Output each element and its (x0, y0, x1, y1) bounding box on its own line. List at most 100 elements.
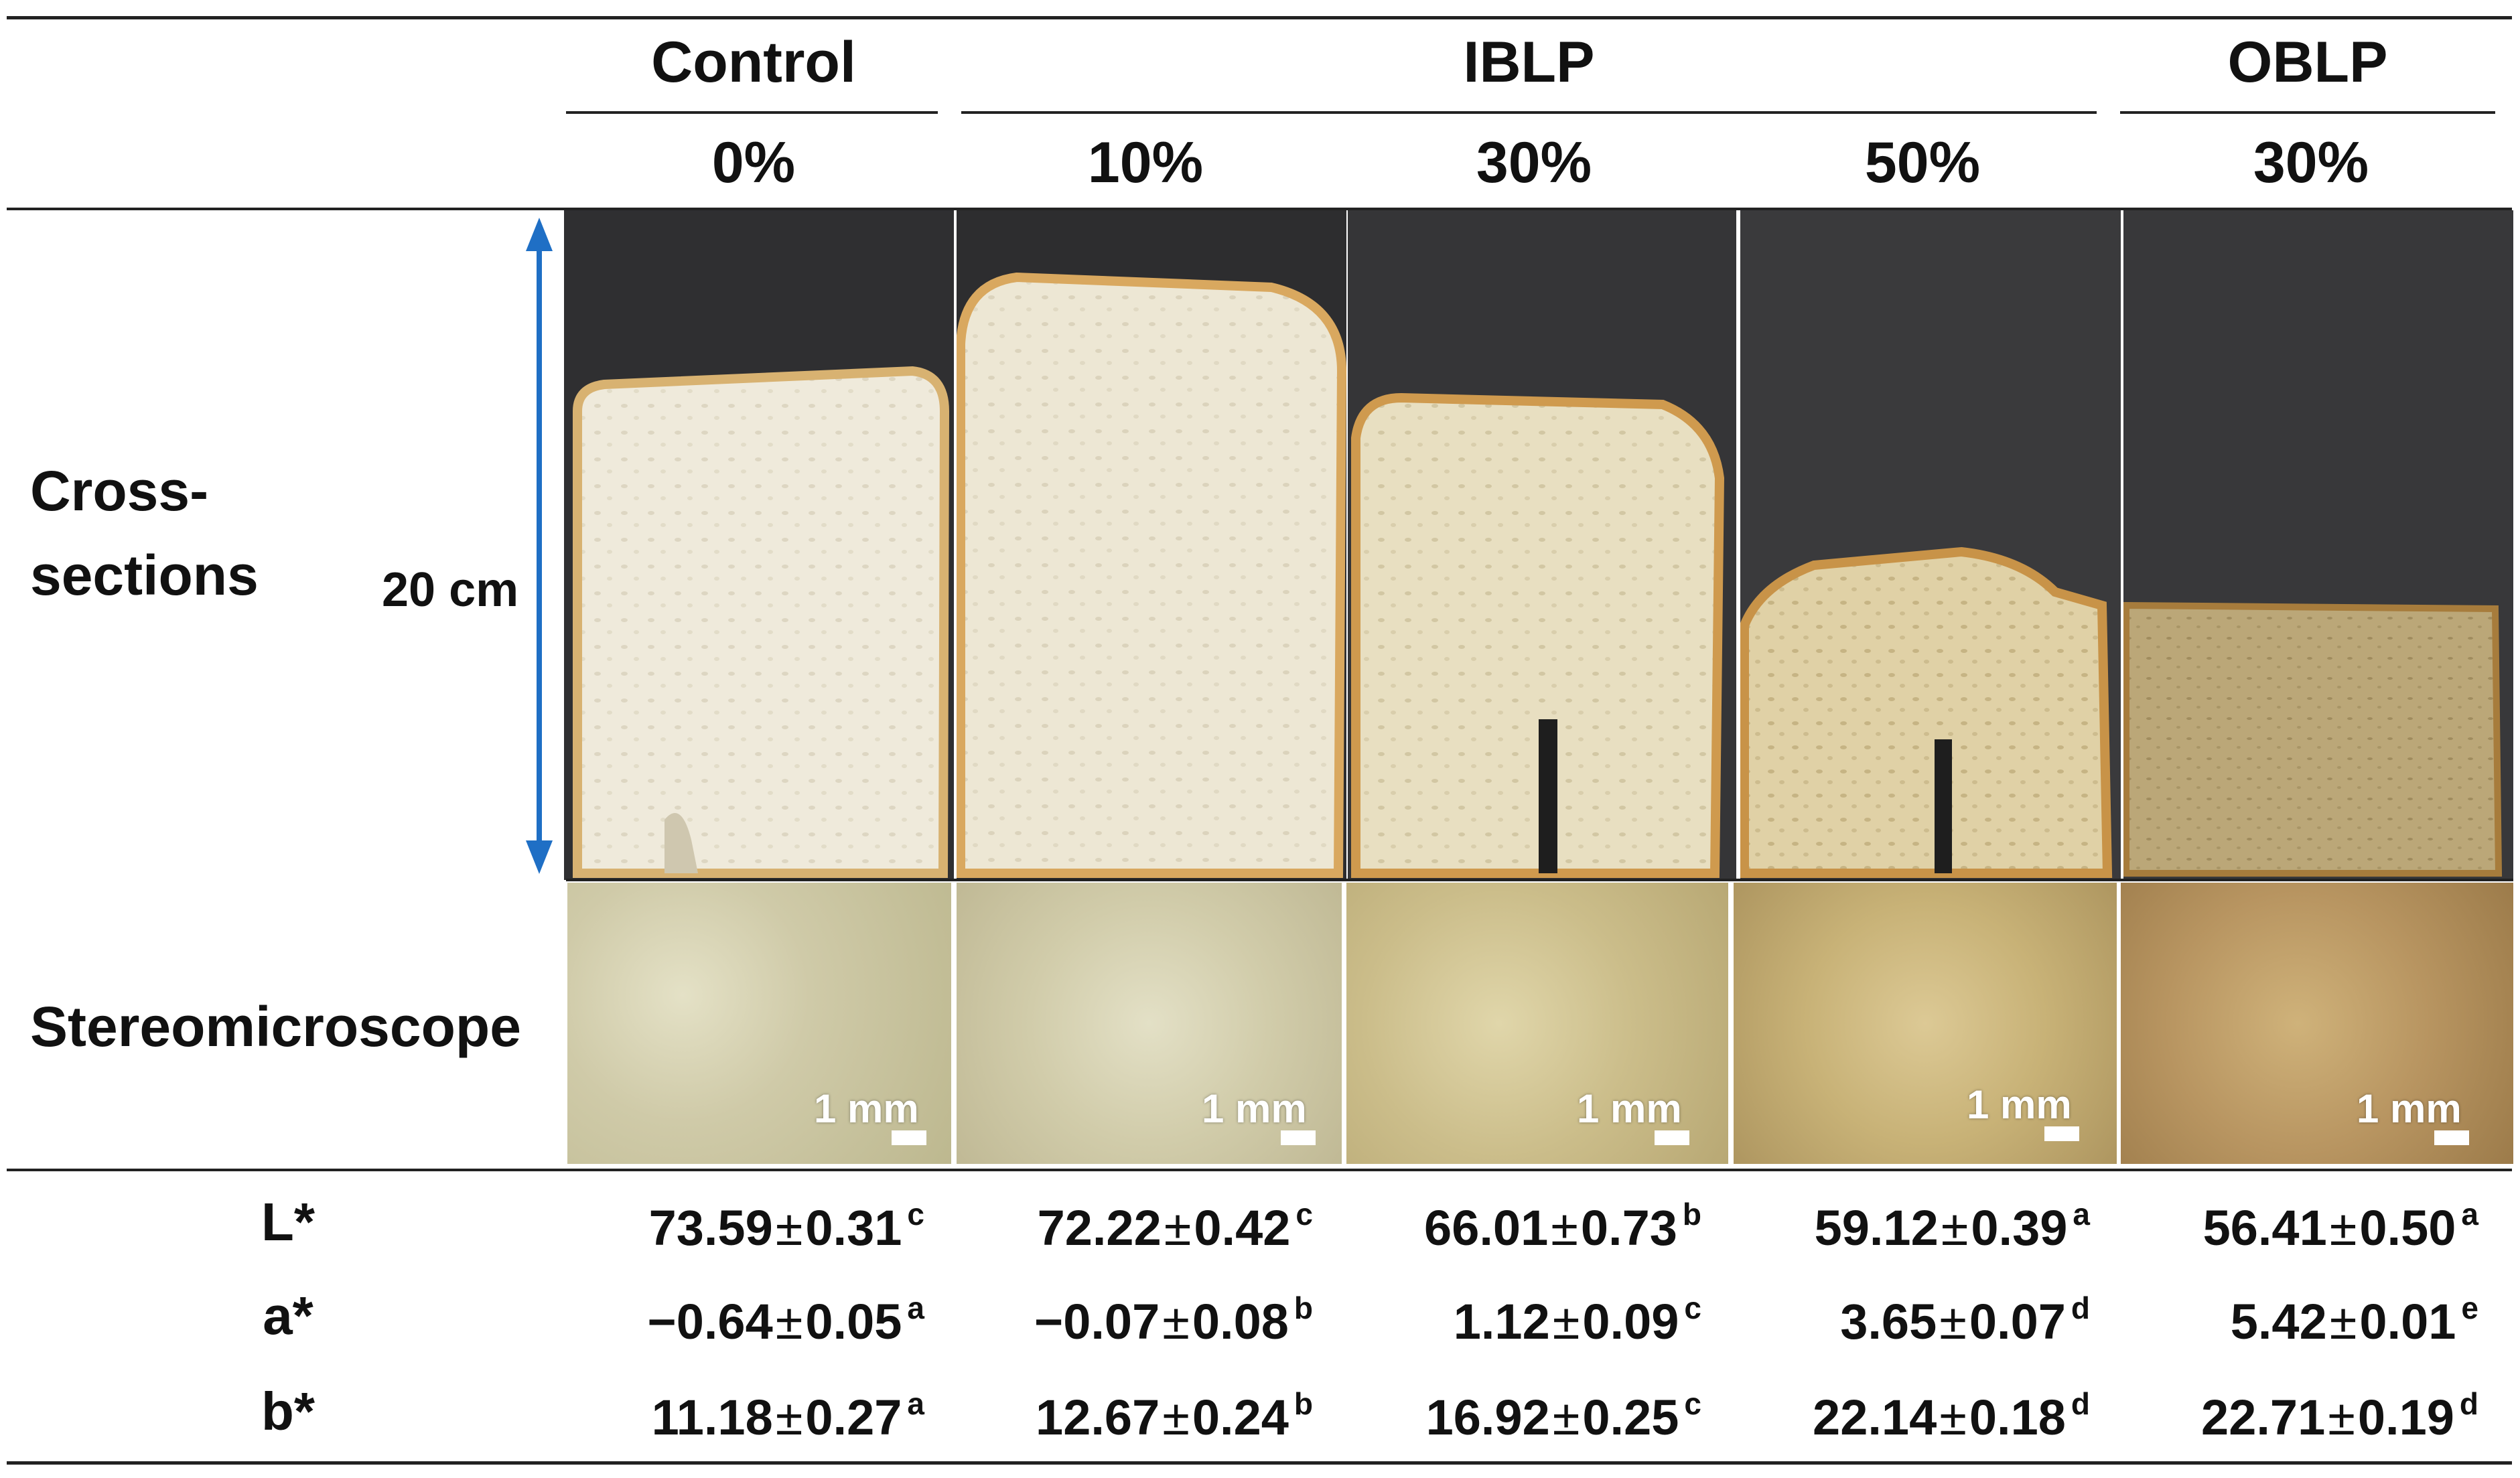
table-cell: 22.14±0.18 d (1755, 1388, 2090, 1443)
plus-minus-sign: ± (775, 1390, 803, 1445)
scale-label-20cm: 20 cm (382, 563, 519, 617)
cell-sig: d (2459, 1386, 2478, 1421)
group-header-oblp: OBLP (2227, 30, 2388, 94)
cell-value: 73.59 (648, 1200, 773, 1256)
plus-minus-sign: ± (1552, 1390, 1580, 1445)
cell-sig: a (2073, 1197, 2090, 1232)
plus-minus-sign: ± (1162, 1390, 1190, 1445)
plus-minus-sign: ± (1939, 1390, 1967, 1445)
bread-slice (2123, 601, 2503, 877)
plus-minus-sign: ± (2329, 1294, 2357, 1349)
cell-sd: 0.24 (1192, 1390, 1289, 1445)
cell-sig: c (1684, 1290, 1701, 1325)
table-cell: 5.42±0.01 e (2144, 1292, 2478, 1347)
scale-bar (892, 1130, 926, 1145)
cell-value: 3.65 (1840, 1294, 1937, 1349)
param-label-a: a* (263, 1286, 313, 1345)
cell-value: 22.71 (2201, 1390, 2326, 1445)
table-cell: 11.18±0.27 a (589, 1388, 924, 1443)
bread-slice (1740, 546, 2113, 878)
group-underline-iblp (961, 111, 2097, 114)
cross-section-photo-oblp-30 (2123, 210, 2513, 880)
cross-section-photo-iblp-50 (1740, 210, 2121, 880)
table-cell: 72.22±0.42 c (978, 1199, 1313, 1253)
plus-minus-sign: ± (1552, 1294, 1580, 1349)
micro-photo-iblp-10: 1 mm (957, 883, 1342, 1164)
cell-sd: 0.05 (805, 1294, 902, 1349)
cell-sd: 0.09 (1582, 1294, 1679, 1349)
plus-minus-sign: ± (775, 1294, 803, 1349)
bread-slice (573, 366, 950, 878)
cell-value: 66.01 (1424, 1200, 1549, 1256)
header-rule (7, 208, 2512, 210)
bottom-rule (7, 1461, 2512, 1465)
arrow-head-up-icon (526, 218, 553, 251)
scale-bar (2044, 1126, 2079, 1141)
plus-minus-sign: ± (1162, 1294, 1190, 1349)
cross-section-photo-iblp-10 (957, 210, 1346, 880)
cell-sd: 0.27 (805, 1390, 902, 1445)
cell-sd: 0.18 (1969, 1390, 2066, 1445)
cell-sig: a (907, 1290, 924, 1325)
table-cell: −0.64±0.05 a (589, 1290, 925, 1349)
scale-label: 1 mm (814, 1086, 919, 1131)
plus-minus-sign: ± (1164, 1200, 1192, 1256)
level-header: 50% (1864, 131, 1981, 195)
cell-value: −0.07 (1034, 1294, 1160, 1349)
cell-sd: 0.39 (1971, 1200, 2068, 1256)
scale-label: 1 mm (1202, 1086, 1307, 1131)
table-cell: 56.41±0.50 a (2144, 1199, 2478, 1253)
micro-photo-oblp-30: 1 mm (2121, 883, 2513, 1164)
row-label-line: sections (30, 544, 259, 607)
scale-label: 1 mm (1577, 1086, 1682, 1131)
table-cell: 12.67±0.24 b (978, 1388, 1313, 1443)
cell-sd: 0.08 (1192, 1294, 1289, 1349)
cell-sig: b (1293, 1290, 1313, 1325)
cell-sig: a (2461, 1197, 2478, 1232)
level-header: 30% (2253, 131, 2369, 195)
cell-sd: 0.73 (1580, 1200, 1677, 1256)
group-header-iblp: IBLP (1463, 30, 1595, 94)
arrow-shaft (537, 248, 542, 844)
cell-value: 11.18 (651, 1390, 773, 1445)
cell-value: −0.64 (647, 1294, 773, 1349)
cell-sig: b (1293, 1386, 1313, 1421)
plus-minus-sign: ± (2329, 1200, 2357, 1256)
table-cell: −0.07±0.08 b (978, 1292, 1313, 1347)
cell-sig: c (907, 1197, 924, 1232)
level-header: 10% (1087, 131, 1204, 195)
cross-section-photo-iblp-30 (1348, 210, 1736, 880)
scale-label: 1 mm (1967, 1082, 2072, 1127)
plus-minus-sign: ± (2328, 1390, 2355, 1445)
scale-bar (2434, 1130, 2469, 1145)
level-header: 30% (1476, 131, 1592, 195)
level-header: 0% (711, 131, 796, 195)
stereo-top-rule (566, 879, 2513, 881)
group-header-control: Control (651, 30, 856, 94)
row-label-line: Cross- (30, 459, 209, 522)
row-label-cross-sections: Cross- sections (30, 449, 259, 617)
cell-sd: 0.07 (1969, 1294, 2066, 1349)
cell-sig: e (2461, 1290, 2478, 1325)
table-cell: 66.01±0.73 b (1367, 1199, 1701, 1253)
row-label-stereomicroscope: Stereomicroscope (30, 995, 521, 1058)
table-cell: 16.92±0.25 c (1367, 1388, 1701, 1443)
micro-photo-iblp-50: 1 mm (1734, 883, 2117, 1164)
arrow-head-down-icon (526, 840, 553, 874)
scale-bar (1281, 1130, 1316, 1145)
cell-sig: d (2071, 1386, 2090, 1421)
table-cell: 22.71±0.19 d (2144, 1388, 2478, 1443)
cell-sd: 0.19 (2357, 1390, 2454, 1445)
cell-sig: b (1682, 1197, 1701, 1232)
table-cell: 59.12±0.39 a (1755, 1199, 2090, 1253)
cross-section-photo-control-0 (564, 210, 954, 880)
plus-minus-sign: ± (1941, 1200, 1969, 1256)
group-underline-oblp (2120, 111, 2495, 114)
cell-sd: 0.50 (2359, 1200, 2456, 1256)
cell-sd: 0.42 (1194, 1200, 1291, 1256)
cell-sig: d (2071, 1290, 2090, 1325)
cell-sig: c (1684, 1386, 1701, 1421)
table-cell: 1.12±0.09 c (1367, 1292, 1701, 1347)
cell-sig: a (907, 1386, 924, 1421)
cell-sd: 0.25 (1582, 1390, 1679, 1445)
